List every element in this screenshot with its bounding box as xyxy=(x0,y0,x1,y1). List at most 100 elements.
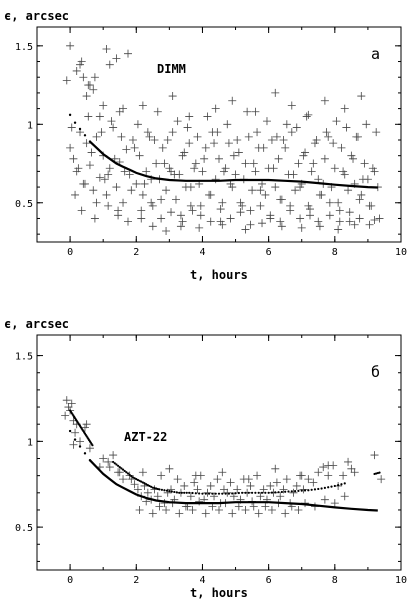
data-point xyxy=(69,440,78,449)
data-point xyxy=(233,135,242,144)
curve-dot xyxy=(83,452,87,455)
data-point xyxy=(271,464,280,473)
data-point xyxy=(294,159,303,168)
data-point xyxy=(206,217,215,226)
data-point xyxy=(320,96,329,105)
data-point xyxy=(302,112,311,121)
data-point xyxy=(130,143,139,152)
x-tick-label: 10 xyxy=(395,247,407,258)
curve-dot xyxy=(375,472,378,475)
data-point xyxy=(286,206,295,215)
data-point xyxy=(61,411,70,420)
data-point xyxy=(335,206,344,215)
panel-letter: a xyxy=(371,45,380,63)
data-point xyxy=(223,120,232,129)
data-point xyxy=(314,175,323,184)
data-point xyxy=(304,475,313,484)
data-point xyxy=(104,201,113,210)
curve-dot xyxy=(135,477,138,481)
data-point xyxy=(183,123,192,132)
data-point xyxy=(145,132,154,141)
data-point xyxy=(310,139,319,148)
data-point xyxy=(324,461,333,470)
data-point xyxy=(229,151,238,160)
curve-dot xyxy=(310,488,313,491)
data-point xyxy=(324,471,333,480)
curve-dot xyxy=(297,489,300,492)
curve-dot xyxy=(194,492,197,495)
data-point xyxy=(309,159,318,168)
data-point xyxy=(153,107,162,116)
panel-a: ϵ, arcsec a DIMM 0 2 4 6 8 10 0.5 1 1.5 t, hour… xyxy=(4,9,407,282)
data-point xyxy=(178,151,187,160)
data-point xyxy=(62,396,71,405)
data-point xyxy=(266,211,275,220)
data-point xyxy=(140,179,149,188)
curve-dot xyxy=(153,486,156,490)
data-point xyxy=(168,92,177,101)
data-point xyxy=(190,164,199,173)
data-point xyxy=(138,101,147,110)
curve-dot xyxy=(307,489,310,492)
data-point xyxy=(128,135,137,144)
data-point xyxy=(228,183,237,192)
curve-dot xyxy=(155,487,158,490)
data-point xyxy=(253,471,262,480)
data-point xyxy=(168,128,177,137)
data-point xyxy=(347,464,356,473)
data-point xyxy=(153,492,162,501)
data-point xyxy=(224,139,233,148)
data-point xyxy=(92,198,101,207)
curve-dot xyxy=(303,489,307,492)
curve-dot xyxy=(168,489,171,493)
data-point xyxy=(115,107,124,116)
curve-dot xyxy=(120,467,123,470)
data-point xyxy=(130,480,139,489)
data-point xyxy=(104,170,113,179)
y-tick-label: 1 xyxy=(27,437,33,448)
data-point xyxy=(342,123,351,132)
data-point xyxy=(170,170,179,179)
curve-dot xyxy=(163,489,166,492)
plot-frame xyxy=(36,334,402,571)
y-tick-label: 0.5 xyxy=(15,523,33,534)
curve-dot xyxy=(267,491,270,494)
data-point xyxy=(162,505,171,514)
data-point xyxy=(71,190,80,199)
data-point xyxy=(143,488,152,497)
data-point xyxy=(112,54,121,63)
data-point xyxy=(157,214,166,223)
data-point xyxy=(319,463,328,472)
data-point xyxy=(133,120,142,129)
data-point xyxy=(196,211,205,220)
data-point xyxy=(238,201,247,210)
data-point xyxy=(171,195,180,204)
data-point xyxy=(191,471,200,480)
curve-dot xyxy=(112,460,115,464)
data-point xyxy=(345,217,354,226)
data-point xyxy=(185,112,194,121)
data-point xyxy=(195,223,204,232)
data-point xyxy=(186,183,195,192)
curve-dot xyxy=(317,487,320,491)
data-point xyxy=(89,186,98,195)
data-point xyxy=(76,60,85,69)
curve-dot xyxy=(198,492,201,495)
data-point xyxy=(253,128,262,137)
curve-dot xyxy=(323,486,326,489)
data-point xyxy=(215,505,223,514)
data-point xyxy=(262,117,271,126)
data-point xyxy=(344,186,353,195)
curve-dot xyxy=(133,477,136,480)
x-axis-label: t, hours xyxy=(190,268,248,282)
data-point xyxy=(306,205,314,214)
curve-dot xyxy=(141,481,144,484)
curve-dot xyxy=(136,478,140,482)
data-point xyxy=(201,143,210,152)
data-point xyxy=(105,463,114,472)
data-point xyxy=(150,135,159,144)
data-point xyxy=(219,485,228,494)
curve-dot xyxy=(343,482,346,485)
data-point xyxy=(133,485,142,494)
data-point xyxy=(99,454,108,463)
